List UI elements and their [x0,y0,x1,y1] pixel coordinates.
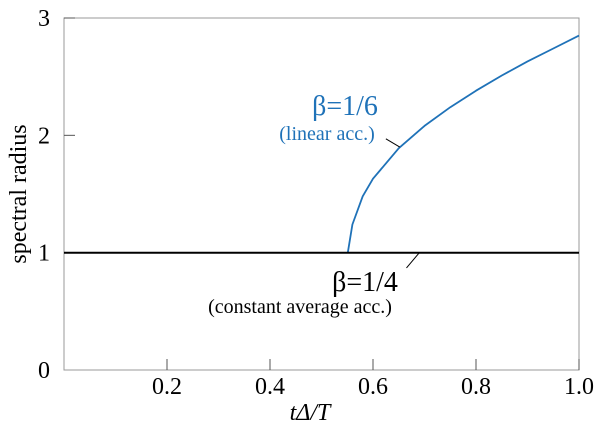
x-tick-label: 0.4 [255,374,285,400]
annotations: β=1/6(linear acc.) β=1/4(constant average… [208,91,420,318]
x-tick-label: 0.6 [358,374,388,400]
x-tick-label: 1.0 [564,374,594,400]
annotation-sub-linear: (linear acc.) [279,123,374,145]
annotation-leader-linear [385,138,401,148]
y-axis-label: spectral radius [6,124,32,263]
y-tick-label: 1 [38,241,50,267]
y-tick-label: 0 [38,358,50,384]
annotation-beta-linear: β=1/6 [312,91,378,122]
annotation-leader-constant [406,252,420,269]
y-tick-label: 3 [38,6,50,32]
x-tick-label: 0.8 [461,374,491,400]
annotation-beta-constant: β=1/4 [332,267,398,298]
series-line-1 [346,34,580,253]
annotation-sub-constant: (constant average acc.) [208,296,392,318]
ticks: 0.2 0.4 0.6 0.8 1.0 0 1 2 3 [38,6,594,400]
series [64,34,580,254]
y-tick-label: 2 [38,123,50,149]
plot-frame [63,17,580,371]
x-axis-label: tΔ/T [290,400,332,426]
x-tick-label: 0.2 [152,374,182,400]
